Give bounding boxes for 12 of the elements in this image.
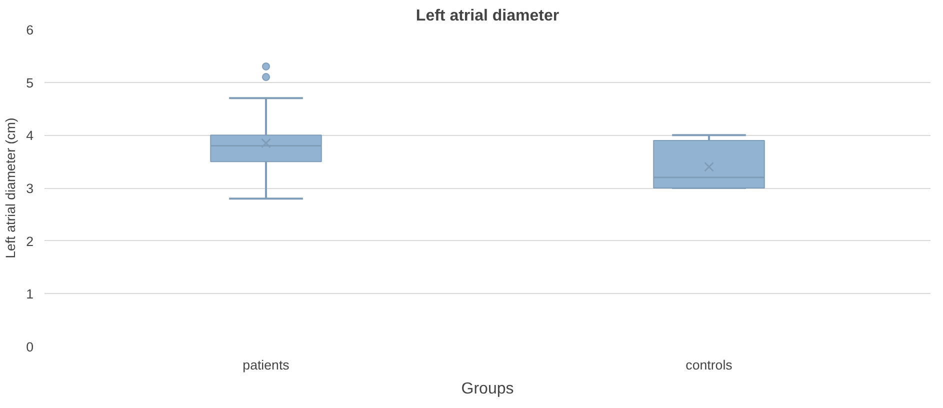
y-tick-label: 4 bbox=[26, 128, 34, 144]
y-axis-title: Left atrial diameter (cm) bbox=[3, 118, 18, 258]
x-tick-label: patients bbox=[242, 358, 290, 372]
chart-title: Left atrial diameter bbox=[416, 8, 560, 24]
y-tick-label: 0 bbox=[26, 340, 34, 354]
y-tick-label: 2 bbox=[26, 234, 34, 249]
y-tick-label: 6 bbox=[26, 22, 34, 38]
y-tick-label: 1 bbox=[26, 286, 34, 302]
x-axis-title: Groups bbox=[461, 380, 514, 398]
x-tick-label: controls bbox=[686, 358, 733, 372]
y-tick-label: 3 bbox=[26, 181, 34, 196]
y-tick-label: 5 bbox=[26, 75, 34, 90]
